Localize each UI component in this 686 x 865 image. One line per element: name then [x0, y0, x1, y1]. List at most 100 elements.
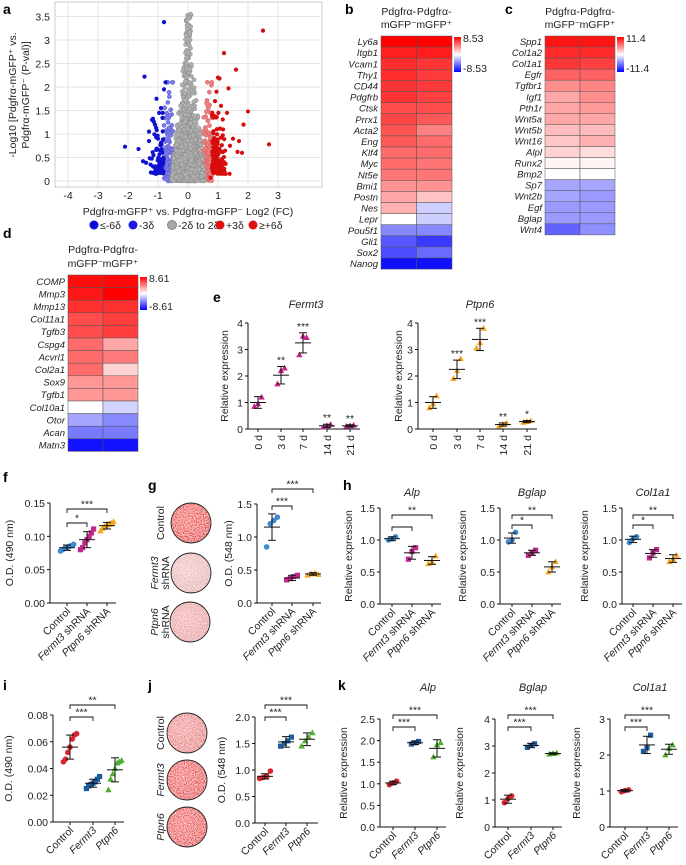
heatmap-cell — [544, 223, 581, 236]
data-point — [287, 575, 293, 582]
heatmap-cell — [380, 224, 417, 237]
volcano-point — [203, 127, 209, 133]
x-tick-label: 3 d — [452, 435, 464, 450]
volcano-point — [196, 147, 202, 153]
volcano-point — [179, 124, 184, 130]
x-tick-label: Ptpn6 — [647, 830, 675, 858]
volcano-point — [213, 140, 218, 145]
volcano-point — [160, 137, 166, 142]
plate-label-gene: Ptpn6 — [155, 813, 167, 841]
data-point — [646, 555, 652, 561]
heatmap-cell — [416, 46, 453, 59]
y-tick-label: 0.5 — [602, 567, 617, 579]
row-label: Matn3 — [39, 441, 66, 452]
row-label: Sox9 — [43, 378, 65, 389]
row-label: Klf4 — [362, 148, 378, 159]
stained-plate-image — [171, 503, 211, 543]
y-tick-label: 1.0 — [480, 535, 495, 547]
volcano-point-up — [233, 67, 239, 72]
volcano-point-down — [149, 117, 155, 122]
plate-outline — [166, 759, 208, 801]
volcano-point — [199, 170, 205, 176]
y-tick-label: 2 — [237, 371, 243, 383]
volcano-point — [204, 100, 209, 106]
row-label: Gli1 — [361, 237, 378, 248]
y-axis-label: -Log10 [Pdgfrα-mGFP⁺ vs. — [7, 32, 19, 157]
column-header: Pdgfrα- — [103, 244, 138, 256]
volcano-point — [162, 105, 168, 111]
dot-plot-e-fermt3: 0 1 2 3 4 Relative expression Fermt3 0 d 3 d 7 d 1… — [219, 299, 360, 455]
volcano-point-up — [226, 86, 231, 91]
y-tick-label: 1.0 — [235, 765, 250, 777]
volcano-point — [179, 82, 185, 88]
heatmap-cell — [380, 80, 417, 92]
plate-label-gene: Fermt3 — [149, 556, 161, 589]
y-tick-label: 1.0 — [360, 779, 375, 791]
heatmap-cell — [380, 213, 417, 225]
row-label: CD44 — [354, 81, 378, 92]
volcano-point-down — [151, 153, 156, 158]
heatmap-cell — [67, 413, 104, 427]
significance-bracket — [511, 514, 553, 519]
volcano-point — [183, 98, 188, 103]
significance-bracket — [624, 726, 648, 731]
volcano-point — [210, 110, 215, 115]
heatmap-cell — [380, 135, 417, 148]
heatmap-cell — [416, 102, 453, 114]
volcano-point — [214, 127, 219, 132]
heatmap-cell — [544, 91, 581, 103]
heatmap-cell — [416, 146, 453, 159]
volcano-point — [187, 106, 193, 111]
data-point — [437, 739, 444, 746]
volcano-point — [183, 142, 188, 147]
y-tick-label: 2.0 — [235, 712, 250, 724]
volcano-point — [165, 100, 171, 105]
row-label: Wnt4 — [520, 225, 542, 236]
category-gene: Ptpn6 — [93, 825, 121, 853]
significance-label: *** — [641, 705, 653, 717]
heatmap-cell — [579, 190, 616, 202]
column-header: Pdgfrα- — [68, 244, 103, 256]
dot-plot-f: 0.000.050.100.15O.D. (490 nm)ControlFerm… — [4, 498, 117, 663]
volcano-point — [211, 136, 217, 141]
significance-bracket — [271, 505, 293, 510]
y-tick-label: 0 — [407, 424, 413, 436]
volcano-point — [185, 50, 191, 55]
panel-label-g: g — [148, 477, 157, 493]
stained-plate-image — [167, 807, 207, 847]
heatmap-cell — [67, 375, 104, 389]
y-tick-label: 0.5 — [235, 792, 250, 804]
y-tick-label: 1.5 — [360, 757, 375, 769]
data-point — [532, 741, 538, 747]
x-tick-label: Ptpn6 — [93, 825, 121, 853]
volcano-point-up — [211, 115, 216, 120]
legend-marker — [128, 220, 138, 230]
row-label: Nes — [361, 204, 378, 215]
significance-bracket — [391, 514, 433, 519]
volcano-point-down — [152, 122, 158, 127]
heatmap-cell — [544, 46, 581, 59]
chart-title: Ptpn6 — [466, 299, 496, 311]
volcano-point — [193, 137, 198, 143]
row-label: Vcam1 — [348, 59, 378, 70]
row-label: Cspg4 — [38, 340, 65, 351]
heatmap-cell — [579, 102, 616, 114]
data-point — [285, 738, 291, 744]
heatmap-cell — [544, 201, 581, 214]
significance-bracket — [507, 726, 532, 731]
volcano-point-up — [227, 143, 233, 148]
volcano-point — [197, 131, 202, 136]
volcano-point — [216, 110, 221, 115]
volcano-point — [211, 163, 216, 168]
row-label: Mmp13 — [33, 302, 65, 313]
heatmap-cell — [380, 168, 417, 181]
row-label: Runx2 — [515, 159, 543, 170]
heatmap-cell — [416, 213, 453, 225]
significance-bracket — [624, 714, 670, 719]
row-label: Nt5e — [358, 170, 378, 181]
volcano-point — [184, 60, 189, 66]
stained-plate-image — [170, 602, 210, 642]
